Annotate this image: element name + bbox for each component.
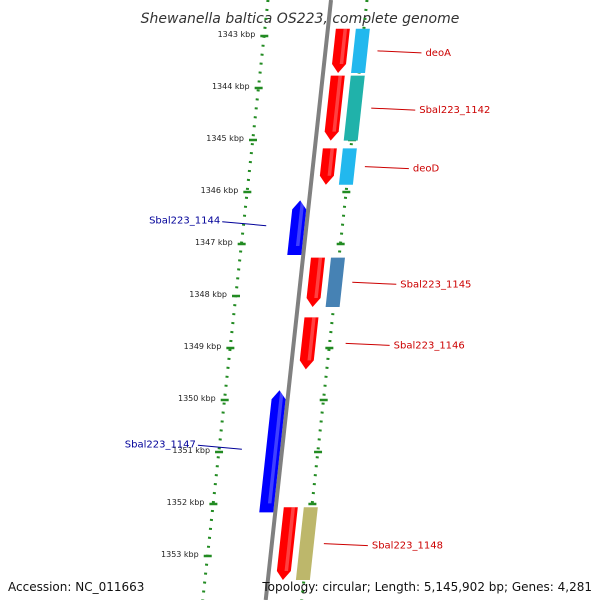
forward-gene-arrow	[324, 75, 345, 141]
gene-highlight	[339, 28, 348, 64]
gene-label: deoA	[425, 48, 451, 59]
tick-label: 1353 kbp	[161, 550, 199, 559]
gene-highlight	[327, 148, 335, 176]
tick-label: 1352 kbp	[167, 498, 205, 507]
tick-label: 1343 kbp	[218, 30, 256, 39]
forward-gene-arrow	[319, 148, 337, 185]
topology-text: Topology: circular; Length: 5,145,902 bp…	[262, 580, 592, 594]
label-leader-line	[323, 543, 368, 547]
gene-highlight	[267, 390, 284, 504]
gene-label: Sbal223_1145	[400, 279, 471, 290]
accession-text: Accession: NC_011663	[8, 580, 145, 594]
genes-layer	[259, 28, 370, 580]
gene-feature-box	[295, 507, 318, 580]
reverse-gene-arrow	[287, 200, 307, 255]
label-leader-line	[197, 444, 242, 450]
genome-backbone	[263, 0, 333, 600]
gene-label: Sbal223_1142	[419, 105, 490, 116]
gene-feature-box	[343, 75, 365, 141]
forward-gene-arrow	[306, 257, 325, 307]
tick-label: 1350 kbp	[178, 394, 216, 403]
forward-gene-arrow	[299, 317, 319, 370]
tick-label: 1349 kbp	[184, 342, 222, 351]
gene-highlight	[314, 257, 323, 298]
gene-highlight	[284, 507, 296, 571]
gene-feature-box	[351, 28, 370, 73]
gene-feature-box	[325, 257, 345, 307]
label-leader-line	[364, 166, 409, 170]
gene-label: Sbal223_1148	[372, 541, 443, 552]
tick-label: 1345 kbp	[206, 134, 244, 143]
label-leader-line	[345, 342, 390, 346]
tick-label: 1344 kbp	[212, 82, 250, 91]
label-leader-line	[371, 107, 416, 111]
gene-label: Sbal223_1147	[125, 439, 196, 450]
gene-highlight	[307, 317, 316, 361]
gene-label: deoD	[413, 164, 440, 175]
tick-label: 1347 kbp	[195, 238, 233, 247]
genome-title: Shewanella baltica OS223, complete genom…	[141, 11, 460, 27]
gene-label: Sbal223_1146	[394, 340, 465, 351]
gene-labels-layer: deoA Sbal223_1142 deoD Sbal223_1144 Sbal223_…	[125, 48, 491, 552]
label-leader-line	[377, 50, 422, 54]
gene-highlight	[332, 75, 342, 132]
tick-label: 1351 kbp	[172, 446, 210, 455]
forward-gene-arrow	[276, 507, 298, 580]
forward-gene-arrow	[332, 28, 350, 73]
tick-label: 1346 kbp	[201, 186, 239, 195]
gene-label: Sbal223_1144	[149, 216, 220, 227]
left-track-dots	[201, 0, 270, 600]
label-leader-line	[352, 281, 397, 285]
label-leader-line	[222, 221, 267, 227]
tick-label: 1348 kbp	[189, 290, 227, 299]
reverse-gene-arrow	[259, 390, 286, 513]
gene-feature-box	[338, 148, 357, 185]
gene-highlight	[295, 200, 305, 246]
